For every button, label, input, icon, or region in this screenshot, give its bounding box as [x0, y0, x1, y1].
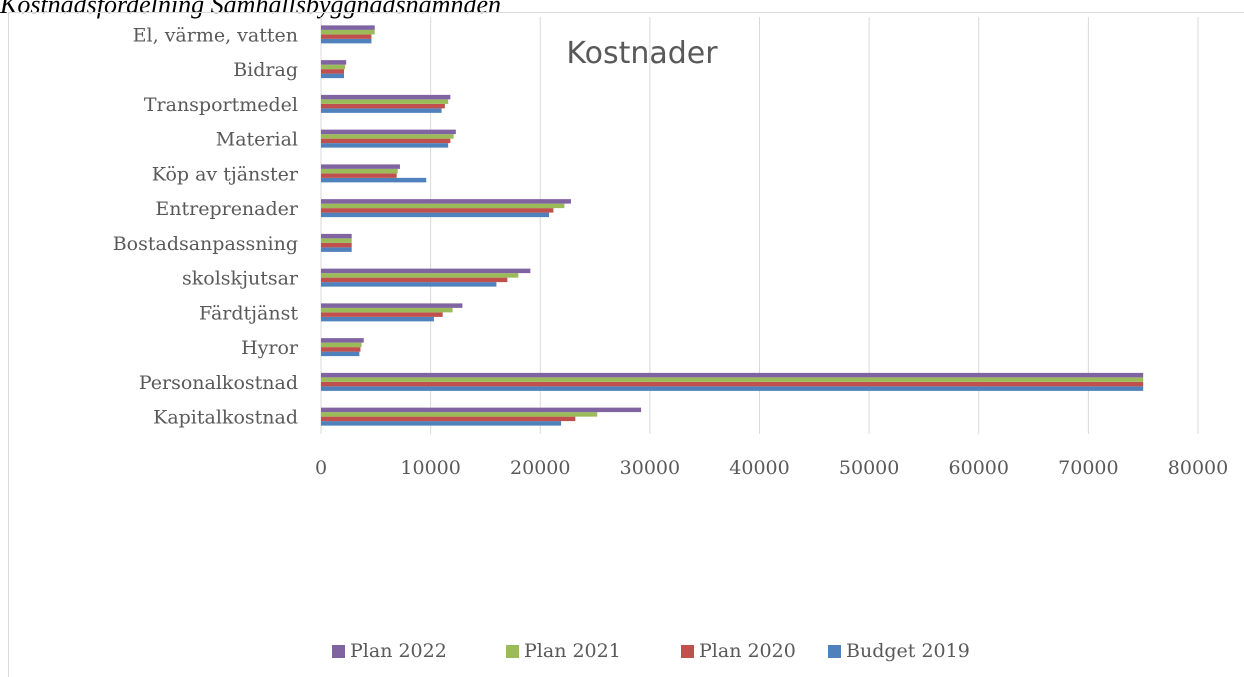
- bar-plan-2021-bostadsanpassning: [321, 238, 352, 243]
- bar-plan-2020-hyror: [321, 347, 361, 352]
- x-tick-label: 70000: [1058, 457, 1118, 479]
- bar-plan-2021-personalkostnad: [321, 377, 1144, 382]
- category-label: Kapitalkostnad: [153, 407, 298, 429]
- category-label: Köp av tjänster: [152, 163, 299, 185]
- bar-plan-2020-kapitalkostnad: [321, 416, 576, 422]
- bar-plan-2020-entreprenader: [321, 208, 554, 213]
- x-tick-label: 80000: [1168, 457, 1228, 479]
- bar-plan-2022-transportmedel: [321, 94, 451, 100]
- category-label: Bostadsanpassning: [113, 233, 298, 255]
- bar-plan-2021-entreprenader: [321, 203, 565, 209]
- x-tick-label: 30000: [620, 457, 680, 479]
- category-label: Material: [216, 129, 298, 151]
- bar-budget-2019-personalkostnad: [321, 386, 1144, 391]
- bar-budget-2019-kop-av-tjanster: [321, 177, 427, 183]
- category-label: Transportmedel: [144, 94, 298, 116]
- bar-plan-2020-kop-av-tjanster: [321, 173, 397, 178]
- bar-plan-2022-hyror: [321, 338, 364, 343]
- bar-budget-2019-bidrag: [321, 73, 345, 79]
- bar-budget-2019-material: [321, 143, 449, 148]
- bar-plan-2020-personalkostnad: [321, 381, 1144, 387]
- category-label: Färdtjänst: [199, 302, 298, 324]
- bar-budget-2019-fardtjanst: [321, 316, 434, 322]
- x-tick-label: 50000: [839, 457, 899, 479]
- bar-budget-2019-skolskjutsar: [321, 282, 497, 287]
- bar-budget-2019-transportmedel: [321, 108, 442, 113]
- category-label: Hyror: [241, 337, 299, 359]
- grid-lines: [320, 17, 1199, 434]
- bar-plan-2020-transportmedel: [321, 103, 445, 109]
- legend-label-plan-2022: Plan 2022: [350, 640, 447, 662]
- bar-plan-2022-kop-av-tjanster: [321, 164, 400, 169]
- bar-budget-2019-bostadsanpassning: [321, 247, 352, 252]
- legend-swatch-plan-2020: [681, 645, 694, 658]
- x-tick-label: 40000: [729, 457, 789, 479]
- bars: [321, 25, 1144, 426]
- bar-plan-2022-bidrag: [321, 60, 347, 65]
- bar-plan-2021-hyror: [321, 342, 362, 348]
- bar-plan-2022-entreprenader: [321, 199, 571, 204]
- bar-plan-2020-fardtjanst: [321, 312, 443, 317]
- bar-plan-2022-fardtjanst: [321, 303, 463, 308]
- bar-plan-2021-bidrag: [321, 64, 346, 70]
- legend-label-budget-2019: Budget 2019: [846, 640, 970, 662]
- x-tick-label: 10000: [400, 457, 460, 479]
- category-label: Bidrag: [233, 59, 298, 81]
- bar-plan-2022-kapitalkostnad: [321, 407, 642, 413]
- bar-plan-2022-el-varme-vatten: [321, 25, 375, 30]
- bar-plan-2021-transportmedel: [321, 99, 449, 104]
- page-heading: Kostnadsfördelning Samhällsbyggnadsnämnd…: [0, 0, 501, 19]
- legend-label-plan-2021: Plan 2021: [524, 640, 621, 662]
- bar-plan-2021-kapitalkostnad: [321, 412, 598, 417]
- x-tick-label: 60000: [949, 457, 1009, 479]
- x-tick-label: 0: [315, 457, 327, 479]
- bar-plan-2020-bostadsanpassning: [321, 242, 352, 248]
- bar-budget-2019-entreprenader: [321, 212, 550, 218]
- x-tick-label: 20000: [510, 457, 570, 479]
- legend-swatch-budget-2019: [828, 645, 841, 658]
- bar-plan-2020-skolskjutsar: [321, 277, 508, 283]
- bar-plan-2022-personalkostnad: [321, 372, 1144, 378]
- bar-budget-2019-kapitalkostnad: [321, 421, 562, 426]
- category-label: Personalkostnad: [139, 372, 298, 394]
- bar-plan-2022-skolskjutsar: [321, 268, 531, 274]
- bar-budget-2019-hyror: [321, 351, 360, 357]
- category-label: skolskjutsar: [182, 268, 299, 290]
- x-tick-labels: 0 10000 20000 30000 40000 50000 60000 70000 8000…: [315, 457, 1228, 479]
- bar-plan-2020-bidrag: [321, 69, 345, 74]
- legend-swatch-plan-2021: [506, 645, 519, 658]
- bar-plan-2021-fardtjanst: [321, 307, 453, 313]
- bar-budget-2019-el-varme-vatten: [321, 38, 372, 44]
- bar-plan-2020-material: [321, 138, 451, 144]
- bar-plan-2022-bostadsanpassning: [321, 233, 352, 239]
- legend-swatch-plan-2022: [332, 645, 345, 658]
- bar-plan-2021-el-varme-vatten: [321, 29, 375, 35]
- legend: Plan 2022 Plan 2021 Plan 2020 Budget 2019: [332, 640, 970, 662]
- category-label: El, värme, vatten: [133, 24, 298, 46]
- category-labels: Kapitalkostnad Personalkostnad Hyror Färdtj…: [113, 24, 299, 428]
- category-label: Entreprenader: [155, 198, 299, 220]
- bar-plan-2021-kop-av-tjanster: [321, 168, 398, 174]
- legend-label-plan-2020: Plan 2020: [699, 640, 796, 662]
- bar-plan-2020-el-varme-vatten: [321, 34, 372, 39]
- bar-plan-2022-material: [321, 129, 456, 135]
- bar-plan-2021-skolskjutsar: [321, 273, 519, 278]
- bar-chart: Kapitalkostnad Personalkostnad Hyror Färdtj…: [113, 17, 1228, 662]
- bar-plan-2021-material: [321, 134, 454, 139]
- chart-area: Kapitalkostnad Personalkostnad Hyror Färdtj…: [8, 12, 1244, 677]
- chart-title: Kostnader: [566, 36, 718, 71]
